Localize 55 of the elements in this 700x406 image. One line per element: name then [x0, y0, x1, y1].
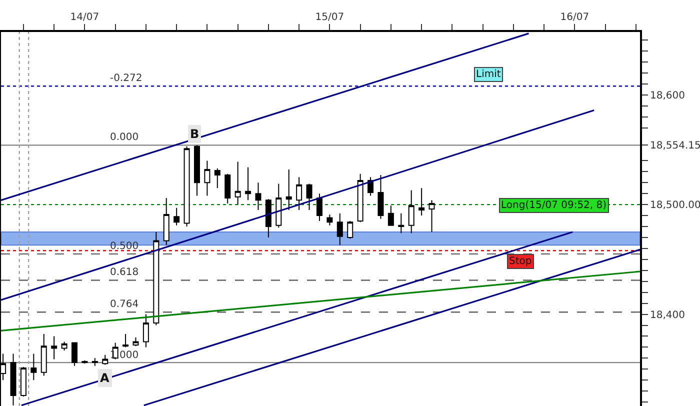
candlestick	[286, 168, 292, 211]
candlestick	[102, 354, 108, 366]
candlestick	[245, 166, 252, 201]
candlestick	[265, 198, 272, 238]
candlestick	[20, 366, 26, 398]
candlestick	[316, 193, 322, 222]
y-tick-label: 18,400	[650, 310, 685, 321]
x-tick-label: 16/07	[560, 12, 590, 23]
candlestick	[306, 183, 312, 211]
x-tick-label: 15/07	[315, 12, 344, 23]
candlestick	[10, 353, 16, 406]
candlestick	[122, 334, 129, 348]
candlestick	[142, 314, 149, 348]
annotation: Stop	[509, 256, 532, 267]
candlestick	[296, 176, 302, 211]
candlestick	[163, 197, 170, 246]
candlestick	[255, 182, 262, 211]
candlestick	[153, 232, 160, 326]
candlestick	[174, 207, 180, 226]
y-tick-label: 18,554.15	[650, 140, 700, 152]
candlestick	[214, 168, 220, 189]
candlestick	[204, 160, 210, 196]
annotation: B	[190, 127, 200, 141]
candlestick	[184, 146, 190, 228]
annotation: 0.764	[110, 299, 139, 310]
candlestick	[378, 174, 384, 220]
annotation: 0.618	[110, 267, 139, 278]
candlestick	[194, 144, 200, 196]
annotation: Limit	[476, 69, 501, 80]
candlestick	[92, 358, 98, 366]
annotation: -0.272	[110, 73, 142, 84]
candlestick	[408, 190, 414, 234]
candlestick	[326, 214, 333, 226]
annotation: 0.000	[110, 132, 139, 143]
candlestick	[347, 220, 354, 240]
x-tick-label: 14/07	[70, 12, 100, 23]
candlestick	[428, 200, 435, 232]
candlestick	[234, 161, 241, 206]
candlestick	[71, 342, 78, 366]
candlestick	[336, 212, 343, 246]
candlestick	[357, 173, 364, 223]
candlestick	[61, 341, 68, 351]
candlestick	[388, 205, 394, 226]
candlestick	[276, 183, 282, 228]
candlestick	[418, 188, 425, 216]
candlestick	[224, 173, 231, 204]
annotation: Long(15/07 09:52, 8)	[501, 200, 607, 211]
candlestick	[51, 336, 58, 360]
candlestick	[398, 212, 404, 234]
y-tick-label: 18,500.00	[650, 200, 700, 212]
y-tick-label: 18,600	[650, 90, 685, 102]
candlestick	[40, 334, 47, 376]
candlestick	[132, 336, 139, 347]
annotation: A	[100, 371, 110, 385]
candlestick	[30, 353, 37, 381]
